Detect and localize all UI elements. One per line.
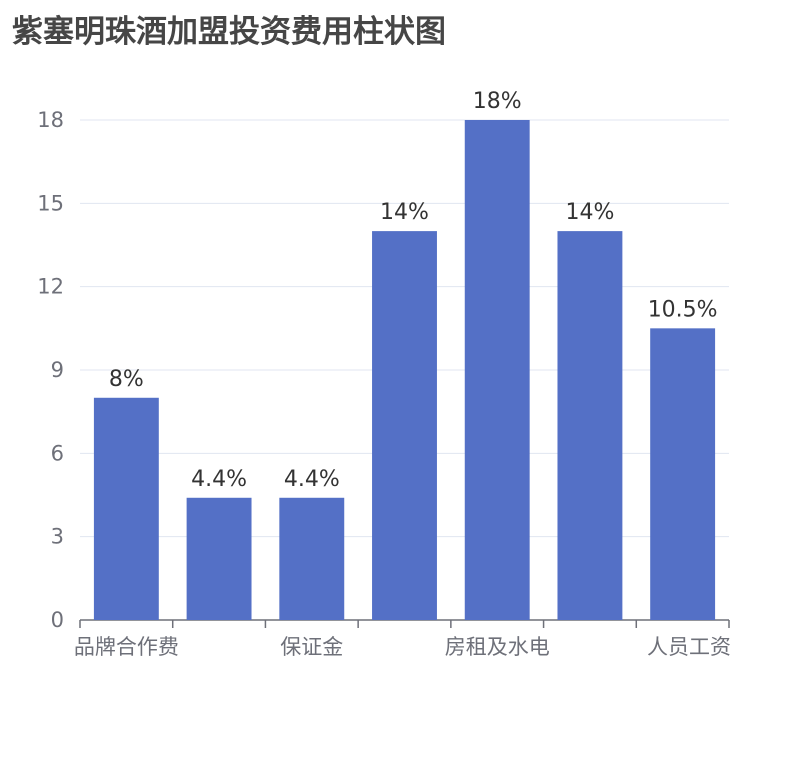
y-tick-label: 0 xyxy=(51,608,64,632)
x-category-label: 品牌合作费 xyxy=(74,635,179,659)
bar xyxy=(279,497,345,620)
bar xyxy=(93,397,159,620)
data-label: 4.4% xyxy=(191,467,247,492)
y-tick-label: 12 xyxy=(37,275,64,299)
y-tick-label: 18 xyxy=(37,108,64,132)
y-tick-label: 3 xyxy=(51,525,64,549)
y-tick-label: 6 xyxy=(51,441,64,465)
data-label: 14% xyxy=(565,200,614,225)
x-category-label: 房租及水电 xyxy=(445,635,550,659)
bar xyxy=(372,231,437,620)
y-tick-label: 9 xyxy=(51,358,64,382)
data-label: 8% xyxy=(109,367,144,392)
y-tick-label: 15 xyxy=(37,191,64,215)
x-category-label: 人员工资 xyxy=(647,635,731,659)
bar xyxy=(557,231,623,620)
chart-title: 紫塞明珠酒加盟投资费用柱状图 xyxy=(12,14,446,50)
bar xyxy=(186,497,252,620)
data-label: 14% xyxy=(380,200,429,225)
data-label: 18% xyxy=(473,89,522,114)
data-label: 10.5% xyxy=(648,297,718,322)
data-label: 4.4% xyxy=(284,467,340,492)
bar xyxy=(650,328,716,620)
x-category-label: 保证金 xyxy=(280,635,343,659)
bar xyxy=(464,120,530,620)
